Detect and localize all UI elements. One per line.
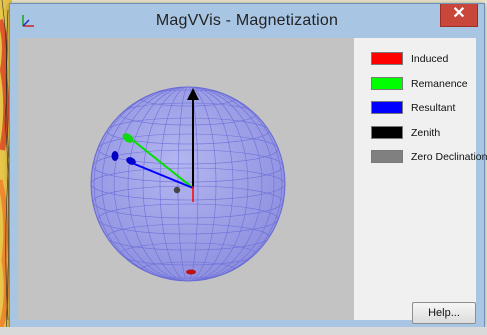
zero-declination-marker	[173, 186, 181, 194]
legend-swatch	[371, 150, 403, 163]
legend-swatch	[371, 76, 403, 90]
legend-swatch	[371, 125, 403, 139]
taskbar-strip	[0, 327, 487, 335]
legend-swatch	[371, 52, 403, 65]
legend-swatch	[371, 101, 403, 114]
legend: Induced Remanence Resultant Zenith Zero …	[371, 52, 487, 175]
window-title: MagVVis - Magnetization	[155, 12, 339, 29]
legend-item-remanence: Remanence	[371, 76, 476, 102]
close-icon: ✕	[452, 5, 466, 22]
close-button[interactable]: ✕	[440, 4, 478, 27]
help-button[interactable]: Help...	[412, 302, 476, 324]
3d-viewport[interactable]	[18, 38, 354, 320]
legend-label: Resultant	[411, 102, 456, 114]
remanence-vector	[129, 137, 194, 189]
resultant-endpoint	[111, 151, 119, 161]
legend-label: Induced	[411, 53, 449, 65]
magnetization-window: MagVVis - Magnetization ✕	[9, 3, 487, 329]
zenith-arrowhead	[187, 88, 199, 100]
resultant-arrowhead	[126, 157, 136, 165]
legend-item-zenith: Zenith	[371, 125, 476, 151]
magnetization-sphere	[90, 86, 286, 282]
legend-label: Zero Declination	[411, 151, 487, 163]
client-area: Induced Remanence Resultant Zenith Zero …	[18, 38, 487, 324]
induced-endpoint	[186, 269, 196, 275]
title-bar[interactable]: MagVVis - Magnetization ✕	[10, 4, 484, 38]
axes-icon	[22, 15, 34, 27]
legend-item-induced: Induced	[371, 52, 476, 77]
remanence-arrowhead	[122, 133, 134, 143]
resultant-vector	[131, 162, 194, 189]
legend-item-resultant: Resultant	[371, 101, 476, 126]
legend-label: Zenith	[411, 126, 441, 139]
legend-item-zero-declination: Zero Declination	[371, 150, 487, 175]
legend-label: Remanence	[411, 77, 468, 90]
